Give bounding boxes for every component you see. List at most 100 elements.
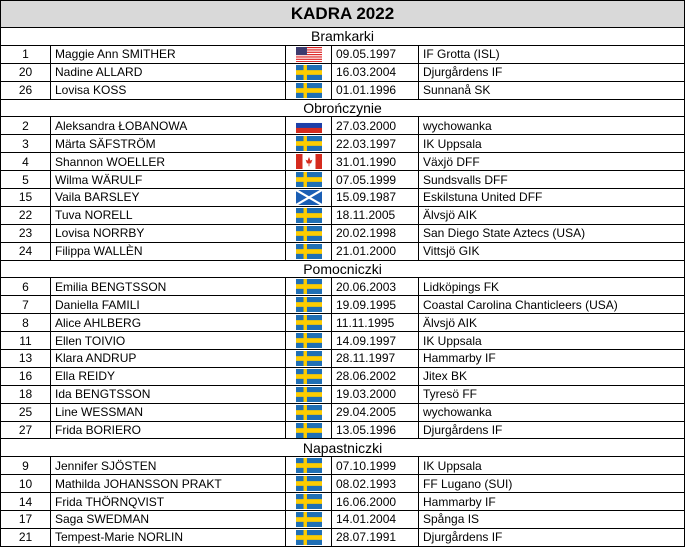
- player-name: Wilma WÄRULF: [50, 170, 286, 190]
- club: Växjö DFF: [417, 152, 685, 172]
- flag-cell: [285, 456, 332, 476]
- birth-date: 11.11.1995: [331, 313, 419, 333]
- player-name: Alice AHLBERG: [50, 313, 286, 333]
- player-name: Saga SWEDMAN: [50, 510, 286, 529]
- flag-cell: [285, 492, 332, 512]
- player-name: Aleksandra ŁOBANOWA: [50, 116, 286, 136]
- player-row: 27 Frida BORIERO 13.05.1996 Djurgårdens IF: [0, 420, 685, 440]
- club: Djurgårdens IF: [417, 527, 685, 547]
- flag: [295, 46, 322, 62]
- player-name: Frida THÖRNQVIST: [50, 492, 286, 512]
- club: Coastal Carolina Chanticleers (USA): [417, 295, 685, 315]
- flag: [295, 243, 322, 259]
- player-name: Daniella FAMILI: [50, 295, 286, 315]
- birth-date: 28.11.1997: [331, 349, 419, 368]
- player-name: Märta SÄFSTRÖM: [50, 134, 286, 154]
- section-row: Bramkarki: [0, 27, 685, 46]
- shirt-number: 20: [0, 62, 51, 82]
- flag-cell: [285, 152, 332, 172]
- shirt-number: 1: [0, 44, 51, 64]
- club: Sundsvalls DFF: [417, 170, 685, 190]
- player-row: 18 Ida BENGTSSON 19.03.2000 Tyresö FF: [0, 384, 685, 404]
- club: Hammarby IF: [417, 349, 685, 368]
- birth-date: 27.03.2000: [331, 116, 419, 136]
- player-row: 17 Saga SWEDMAN 14.01.2004 Spånga IS: [0, 510, 685, 529]
- flag: [295, 476, 322, 492]
- shirt-number: 8: [0, 313, 51, 333]
- birth-date: 22.03.1997: [331, 134, 419, 154]
- club: Sunnanå SK: [417, 80, 685, 100]
- player-name: Ella REIDY: [50, 366, 286, 386]
- club: Lidköpings FK: [417, 277, 685, 297]
- flag-cell: [285, 527, 332, 547]
- flag: [295, 279, 322, 295]
- flag: [295, 350, 322, 366]
- birth-date: 28.07.1991: [331, 527, 419, 547]
- player-row: 26 Lovisa KOSS 01.01.1996 Sunnanå SK: [0, 80, 685, 100]
- flag-cell: [285, 62, 332, 82]
- player-name: Mathilda JOHANSSON PRAKT: [50, 474, 286, 494]
- shirt-number: 22: [0, 205, 51, 225]
- club: Hammarby IF: [417, 492, 685, 512]
- shirt-number: 11: [0, 331, 51, 351]
- shirt-number: 4: [0, 152, 51, 172]
- shirt-number: 3: [0, 134, 51, 154]
- flag: [295, 136, 322, 152]
- player-name: Shannon WOELLER: [50, 152, 286, 172]
- flag-cell: [285, 420, 332, 440]
- club: Djurgårdens IF: [417, 62, 685, 82]
- player-name: Nadine ALLARD: [50, 62, 286, 82]
- birth-date: 19.09.1995: [331, 295, 419, 315]
- player-row: 3 Märta SÄFSTRÖM 22.03.1997 IK Uppsala: [0, 134, 685, 154]
- flag-cell: [285, 80, 332, 100]
- flag-cell: [285, 295, 332, 315]
- player-name: Vaila BARSLEY: [50, 188, 286, 207]
- birth-date: 28.06.2002: [331, 366, 419, 386]
- birth-date: 16.03.2004: [331, 62, 419, 82]
- birth-date: 20.02.1998: [331, 223, 419, 243]
- flag: [295, 189, 322, 205]
- title: KADRA 2022: [0, 0, 685, 28]
- birth-date: 01.01.1996: [331, 80, 419, 100]
- player-row: 22 Tuva NORELL 18.11.2005 Älvsjö AIK: [0, 205, 685, 225]
- title-row: KADRA 2022: [0, 0, 685, 28]
- flag-cell: [285, 366, 332, 386]
- flag: [295, 207, 322, 223]
- player-row: 15 Vaila BARSLEY 15.09.1987 Eskilstuna Unit…: [0, 188, 685, 207]
- player-row: 8 Alice AHLBERG 11.11.1995 Älvsjö AIK: [0, 313, 685, 333]
- birth-date: 07.05.1999: [331, 170, 419, 190]
- player-row: 13 Klara ANDRUP 28.11.1997 Hammarby IF: [0, 349, 685, 368]
- flag-cell: [285, 474, 332, 494]
- section-row: Pomocniczki: [0, 259, 685, 279]
- player-row: 10 Mathilda JOHANSSON PRAKT 08.02.1993 FF L…: [0, 474, 685, 494]
- section-heading: Napastniczki: [0, 438, 685, 458]
- birth-date: 31.01.1990: [331, 152, 419, 172]
- flag: [295, 404, 322, 420]
- player-row: 24 Filippa WALLÈN 21.01.2000 Vittsjö GIK: [0, 241, 685, 261]
- flag-cell: [285, 205, 332, 225]
- shirt-number: 24: [0, 241, 51, 261]
- flag-cell: [285, 384, 332, 404]
- flag: [295, 315, 322, 331]
- flag-cell: [285, 188, 332, 207]
- player-row: 14 Frida THÖRNQVIST 16.06.2000 Hammarby IF: [0, 492, 685, 512]
- player-row: 1 Maggie Ann SMITHER 09.05.1997 IF Grotta (…: [0, 44, 685, 64]
- shirt-number: 18: [0, 384, 51, 404]
- player-row: 2 Aleksandra ŁOBANOWA 27.03.2000 wychowanka: [0, 116, 685, 136]
- birth-date: 15.09.1987: [331, 188, 419, 207]
- flag-cell: [285, 134, 332, 154]
- club: Spånga IS: [417, 510, 685, 529]
- shirt-number: 13: [0, 349, 51, 368]
- birth-date: 14.01.2004: [331, 510, 419, 529]
- flag: [295, 82, 322, 98]
- player-name: Line WESSMAN: [50, 402, 286, 422]
- player-name: Jennifer SJÖSTEN: [50, 456, 286, 476]
- player-name: Lovisa NORRBY: [50, 223, 286, 243]
- birth-date: 18.11.2005: [331, 205, 419, 225]
- section-heading: Obrończynie: [0, 98, 685, 118]
- section-heading: Pomocniczki: [0, 259, 685, 279]
- shirt-number: 14: [0, 492, 51, 512]
- player-name: Lovisa KOSS: [50, 80, 286, 100]
